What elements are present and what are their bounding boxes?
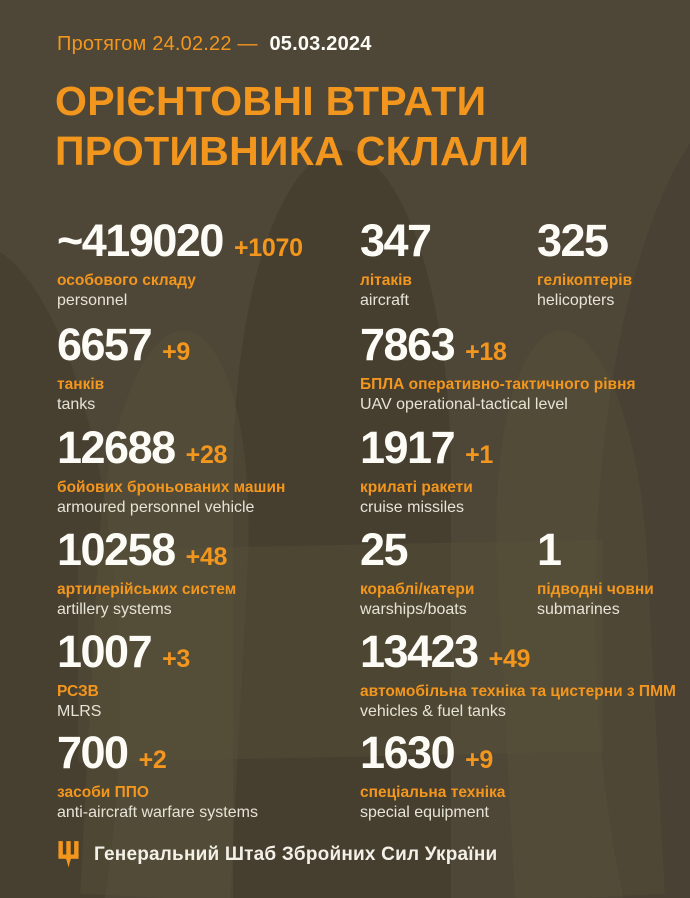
- stat-label-ua: РСЗВ: [57, 683, 99, 700]
- stat-label-en: helicopters: [537, 292, 615, 310]
- stat-label-en: MLRS: [57, 703, 102, 721]
- stat-uav: 7863 +18 БПЛА оперативно-тактичного рівня…: [360, 322, 636, 415]
- stat-value: 13423: [360, 626, 479, 677]
- stat-label-en: cruise missiles: [360, 499, 465, 517]
- stat-value: 1007: [57, 626, 153, 677]
- report-period: Протягом 24.02.22 — 05.03.2024: [57, 33, 372, 56]
- stat-value: 7863: [360, 319, 456, 370]
- stat-label-en: personnel: [57, 292, 128, 310]
- stat-value: 25: [360, 524, 409, 575]
- stat-delta: +49: [488, 645, 531, 673]
- stat-label-ua: особового складу: [57, 272, 196, 289]
- stat-anti-aircraft: 700 +2 засоби ППО anti-aircraft warfare s…: [57, 730, 258, 823]
- stat-value: 6657: [57, 319, 153, 370]
- stat-delta: +1: [465, 441, 494, 469]
- stat-mlrs: 1007 +3 РСЗВ MLRS: [57, 629, 190, 722]
- stat-helicopters: 325 гелікоптерів helicopters: [537, 218, 632, 311]
- stat-label-en: armoured personnel vehicle: [57, 499, 255, 517]
- stat-label-ua: танків: [57, 376, 105, 393]
- stat-delta: +9: [162, 338, 191, 366]
- stat-value: 1630: [360, 727, 456, 778]
- stat-label-ua: крилаті ракети: [360, 479, 473, 496]
- stat-value: 10258: [57, 524, 176, 575]
- stat-aircraft: 347 літаків aircraft: [360, 218, 442, 311]
- stat-value: 12688: [57, 422, 176, 473]
- stat-delta: +28: [185, 441, 228, 469]
- trident-icon: [58, 841, 79, 868]
- stat-label-ua: бойових броньованих машин: [57, 479, 286, 496]
- page-title: ОРІЄНТОВНІ ВТРАТИ ПРОТИВНИКА СКЛАЛИ: [55, 76, 529, 177]
- stat-cruise-missiles: 1917 +1 крилаті ракети cruise missiles: [360, 425, 493, 518]
- stat-label-ua: артилерійських систем: [57, 581, 237, 598]
- stat-label-en: anti-aircraft warfare systems: [57, 804, 258, 822]
- stat-vehicles-fuel-tanks: 13423 +49 автомобільна техніка та цистерн…: [360, 629, 676, 722]
- stat-delta: +48: [185, 543, 228, 571]
- stat-label-ua: БПЛА оперативно-тактичного рівня: [360, 376, 636, 393]
- stat-label-en: aircraft: [360, 292, 409, 310]
- title-line-1: ОРІЄНТОВНІ ВТРАТИ: [55, 78, 487, 124]
- footer: Генеральний Штаб Збройних Сил України: [57, 840, 497, 869]
- stat-delta: +3: [162, 645, 191, 673]
- stat-label-en: tanks: [57, 396, 96, 414]
- stat-label-en: special equipment: [360, 804, 489, 822]
- stat-label-ua: автомобільна техніка та цистерни з ПММ: [360, 683, 676, 700]
- period-prefix: Протягом 24.02.22 —: [57, 33, 258, 55]
- stat-label-en: vehicles & fuel tanks: [360, 703, 506, 721]
- stat-delta: +9: [465, 746, 494, 774]
- stat-label-en: warships/boats: [360, 601, 467, 619]
- stat-delta: +2: [138, 746, 167, 774]
- stat-label-ua: засоби ППО: [57, 784, 149, 801]
- stat-value: ~419020: [57, 215, 224, 266]
- stat-armoured-vehicles: 12688 +28 бойових броньованих машин armou…: [57, 425, 285, 518]
- stat-label-ua: підводні човни: [537, 581, 654, 598]
- stat-label-en: submarines: [537, 601, 620, 619]
- stat-value: 1917: [360, 422, 456, 473]
- stat-value: 325: [537, 215, 609, 266]
- stat-value: 347: [360, 215, 432, 266]
- stat-label-en: UAV operational-tactical level: [360, 396, 568, 414]
- stat-label-ua: спеціальна техніка: [360, 784, 506, 801]
- stat-value: 1: [537, 524, 562, 575]
- stat-label-ua: гелікоптерів: [537, 272, 633, 289]
- stat-label-en: artillery systems: [57, 601, 172, 619]
- stat-delta: +1070: [233, 234, 303, 262]
- footer-source-text: Генеральний Штаб Збройних Сил України: [94, 843, 498, 865]
- stat-label-ua: кораблі/катери: [360, 581, 475, 598]
- stat-artillery: 10258 +48 артилерійських систем artillery…: [57, 527, 236, 620]
- report-date: 05.03.2024: [269, 33, 372, 55]
- background-trident-shape: [233, 150, 451, 898]
- stat-value: 700: [57, 727, 129, 778]
- title-line-2: ПРОТИВНИКА СКЛАЛИ: [55, 128, 530, 175]
- stat-warships: 25 кораблі/катери warships/boats: [360, 527, 474, 620]
- stat-submarines: 1 підводні човни submarines: [537, 527, 654, 620]
- stat-label-ua: літаків: [360, 272, 412, 289]
- stat-tanks: 6657 +9 танків tanks: [57, 322, 190, 415]
- stat-delta: +18: [465, 338, 507, 366]
- stat-personnel: ~419020 +1070 особового складу personnel: [57, 218, 303, 311]
- stat-special-equipment: 1630 +9 спеціальна техніка special equipm…: [360, 730, 505, 823]
